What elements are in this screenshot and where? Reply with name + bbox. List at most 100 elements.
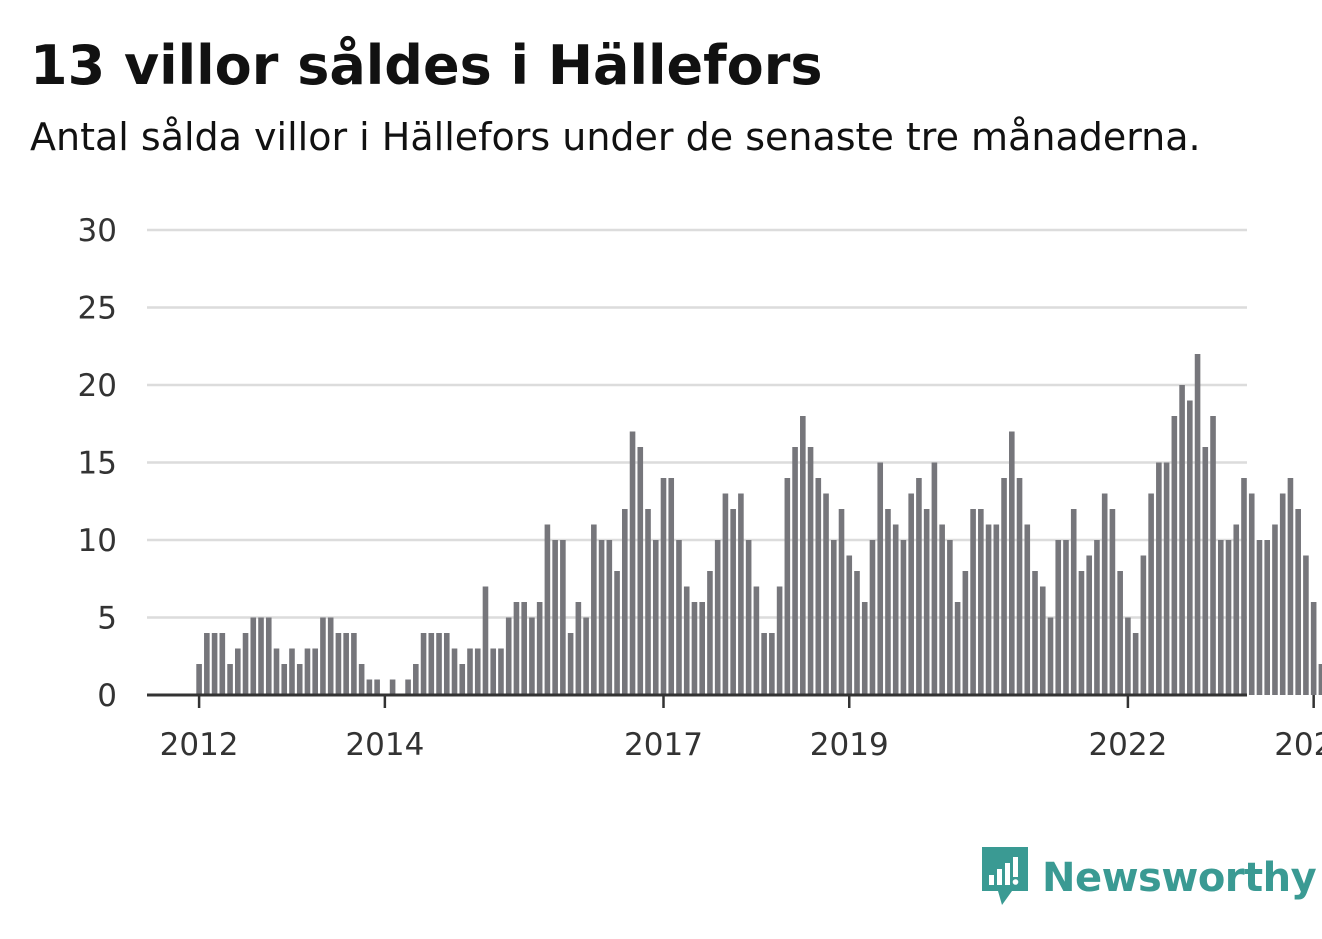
- bar: [652, 540, 659, 695]
- y-tick-label: 15: [78, 446, 117, 482]
- bar: [204, 633, 210, 695]
- bar: [962, 571, 969, 695]
- bar: [320, 617, 326, 695]
- bar: [993, 524, 1000, 695]
- bar: [676, 540, 682, 695]
- bar: [714, 540, 721, 695]
- bar: [939, 524, 945, 695]
- y-tick-label: 0: [97, 678, 117, 714]
- bar: [1241, 478, 1247, 695]
- bar: [312, 648, 318, 695]
- x-tick-label: 2012: [160, 727, 239, 763]
- bar: [1156, 462, 1162, 695]
- bar: [227, 664, 233, 695]
- bar: [970, 509, 976, 695]
- y-tick-label: 30: [78, 213, 117, 249]
- x-axis: [147, 693, 1315, 708]
- x-tick-label: 2022: [1088, 727, 1167, 763]
- bar: [1287, 478, 1294, 695]
- bar: [560, 540, 566, 695]
- bar: [374, 679, 380, 695]
- bar: [1179, 385, 1185, 695]
- bar: [343, 633, 349, 695]
- y-tick-label: 5: [97, 601, 117, 637]
- bar: [1225, 540, 1232, 695]
- bar: [598, 540, 605, 695]
- bar: [823, 493, 829, 695]
- bar: [954, 602, 961, 695]
- bar: [1264, 540, 1271, 695]
- bar: [335, 633, 342, 695]
- bar: [474, 648, 481, 695]
- bar: [1279, 493, 1286, 695]
- bar: [505, 617, 512, 695]
- bar: [660, 478, 667, 695]
- bar: [1310, 602, 1317, 695]
- bar: [753, 586, 760, 695]
- bar: [1117, 571, 1123, 695]
- bar: [761, 633, 767, 695]
- bar: [947, 540, 953, 695]
- bar: [1125, 617, 1131, 695]
- bar: [1109, 509, 1116, 695]
- bar: [258, 617, 264, 695]
- bar: [1187, 400, 1193, 695]
- bar: [211, 633, 218, 695]
- bar: [877, 462, 884, 695]
- bar: [908, 493, 914, 695]
- bar: [683, 586, 690, 695]
- bar: [885, 509, 891, 695]
- chart-title: 13 villor såldes i Hällefors: [30, 34, 823, 97]
- bar: [327, 617, 334, 695]
- bar: [1101, 493, 1108, 695]
- bar: [730, 509, 736, 695]
- bar: [296, 664, 303, 695]
- bar: [784, 478, 791, 695]
- bar: [722, 493, 729, 695]
- bar: [1233, 524, 1240, 695]
- bar: [1001, 478, 1007, 695]
- bar: [861, 602, 868, 695]
- bar: [366, 679, 373, 695]
- bar: [250, 617, 257, 695]
- bar: [807, 447, 814, 695]
- bar: [776, 586, 783, 695]
- x-tick-label: 2017: [624, 727, 703, 763]
- bar: [838, 509, 845, 695]
- bar: [1248, 493, 1255, 695]
- bar: [614, 571, 620, 695]
- y-tick-label: 25: [78, 291, 117, 327]
- bar: [513, 602, 520, 695]
- bar: [629, 431, 636, 695]
- bar: [668, 478, 675, 695]
- bar: [351, 633, 357, 695]
- bar: [978, 509, 984, 695]
- bar: [769, 633, 775, 695]
- bar: [691, 602, 698, 695]
- bar: [536, 602, 543, 695]
- bar: [490, 648, 497, 695]
- bars: [196, 354, 1322, 695]
- bar: [1070, 509, 1077, 695]
- bar: [1078, 571, 1085, 695]
- newsworthy-logo-icon: [982, 847, 1028, 905]
- bar: [846, 555, 853, 695]
- bar: [544, 524, 551, 695]
- gridlines: [147, 228, 1247, 619]
- bar: [420, 633, 427, 695]
- bar: [1194, 354, 1201, 695]
- bar: [281, 664, 288, 695]
- bar: [1024, 524, 1031, 695]
- bar: [413, 664, 419, 695]
- bar: [1132, 633, 1139, 695]
- bar: [931, 462, 938, 695]
- bar: [1303, 555, 1309, 695]
- bar: [1016, 478, 1023, 695]
- bar: [800, 416, 806, 695]
- bar: [1256, 540, 1263, 695]
- bar: [1032, 571, 1038, 695]
- bar: [443, 633, 450, 695]
- bar: [916, 478, 922, 695]
- bar: [1318, 664, 1322, 695]
- bar: [637, 447, 644, 695]
